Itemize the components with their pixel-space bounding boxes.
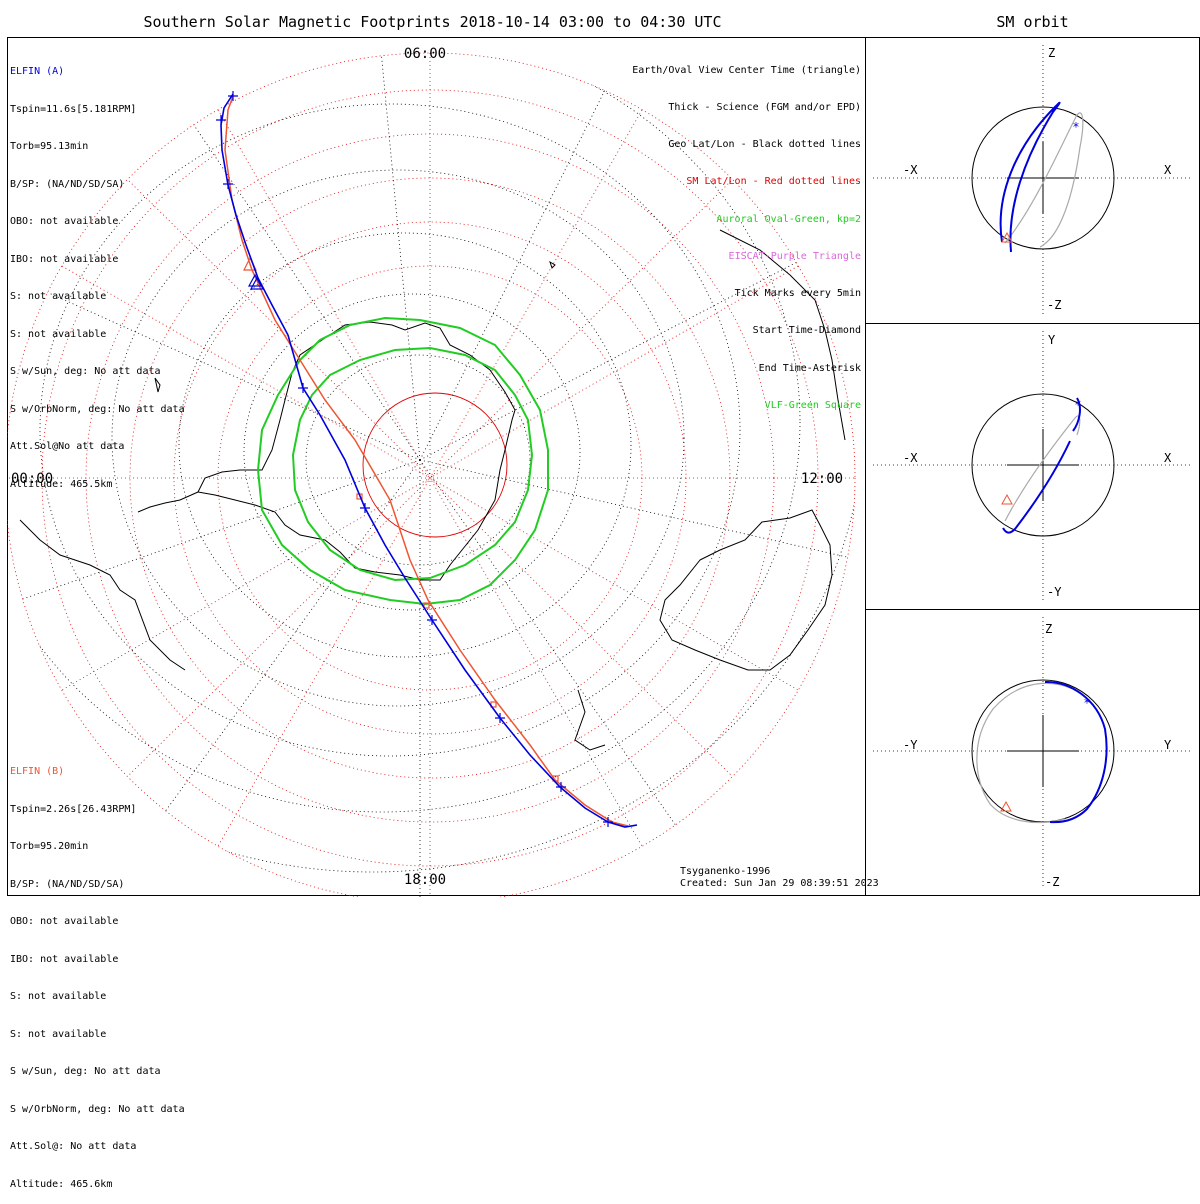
axis-label-top: Y bbox=[1048, 333, 1056, 347]
auroral-ovals bbox=[256, 316, 549, 606]
elfin-a-line: Att.Sol@No att data bbox=[10, 441, 125, 452]
orbit-b-path bbox=[1004, 415, 1081, 522]
legend-entry: Earth/Oval View Center Time (triangle) bbox=[632, 64, 861, 76]
auroral-oval-inner bbox=[291, 346, 534, 582]
orbit-b-path bbox=[976, 682, 1074, 824]
orbit-plot-yz: * Z -Z -Y Y bbox=[873, 617, 1192, 889]
coastlines bbox=[19, 229, 846, 751]
time-label-bottom: 18:00 bbox=[404, 872, 446, 888]
elfin-b-line: Torb=95.20min bbox=[10, 841, 89, 852]
elfin-a-line: S w/Sun, deg: No att data bbox=[10, 366, 161, 377]
elfin-b-line: IBO: not available bbox=[10, 953, 119, 965]
orbit-b-marker bbox=[1001, 231, 1013, 243]
elfin-b-line: Altitude: 465.6km bbox=[10, 1178, 113, 1190]
elfin-a-line: Torb=95.13min bbox=[10, 141, 89, 152]
elfin-a-line: OBO: not available bbox=[10, 216, 119, 227]
antarctic-peninsula bbox=[137, 491, 199, 513]
axis-label-left: -X bbox=[903, 451, 918, 465]
time-label-top: 06:00 bbox=[404, 46, 446, 62]
orbit-plot-xz: * Z -Z -X X bbox=[873, 45, 1192, 315]
orbit-panel-title: SM orbit bbox=[996, 13, 1069, 31]
elfin-b-info: ELFIN (B) Tspin=2.26s[26.43RPM] Torb=95.… bbox=[10, 741, 185, 1204]
elfin-a-ticks bbox=[216, 91, 613, 827]
south-america-coast bbox=[19, 519, 186, 671]
axis-label-right: X bbox=[1164, 451, 1172, 465]
elfin-a-line: S: not available bbox=[10, 328, 107, 340]
legend-entry: Auroral Oval-Green, kp=2 bbox=[716, 213, 862, 225]
sm-grid bbox=[7, 53, 855, 897]
orbit-a-path bbox=[1002, 397, 1081, 534]
orbit-end-asterisk: * bbox=[1083, 696, 1090, 710]
axis-label-right: Y bbox=[1164, 738, 1172, 752]
auroral-oval-outer bbox=[256, 316, 549, 606]
elfin-a-line: S w/OrbNorm, deg: No att data bbox=[10, 403, 185, 415]
legend-entry: EISCAT-Purple Triangle bbox=[728, 250, 861, 262]
antarctica-coast bbox=[197, 321, 516, 581]
elfin-b-line: OBO: not available bbox=[10, 916, 119, 927]
orbit-b-marker bbox=[1001, 493, 1013, 505]
elfin-b-markers bbox=[243, 256, 559, 782]
legend: Earth/Oval View Center Time (triangle) T… bbox=[632, 40, 861, 425]
legend-entry: SM Lat/Lon - Red dotted lines bbox=[686, 176, 861, 188]
axis-label-bottom: -Z bbox=[1047, 298, 1061, 312]
elfin-b-line: S: not available bbox=[10, 1028, 107, 1040]
orbit-a-path bbox=[1044, 680, 1108, 824]
elfin-a-track bbox=[220, 93, 638, 828]
legend-entry: End Time-Asterisk bbox=[758, 362, 861, 374]
page-title: Southern Solar Magnetic Footprints 2018-… bbox=[143, 13, 722, 31]
elfin-b-line: S: not available bbox=[10, 991, 107, 1002]
orbit-end-asterisk: * bbox=[1074, 398, 1081, 412]
axis-label-left: -X bbox=[903, 163, 918, 177]
elfin-b-line: S w/OrbNorm, deg: No att data bbox=[10, 1103, 185, 1115]
elfin-a-name: ELFIN (A) bbox=[10, 66, 65, 77]
axis-label-left: -Y bbox=[903, 738, 918, 752]
time-label-left: 00:00 bbox=[11, 471, 53, 487]
axis-label-right: X bbox=[1164, 163, 1172, 177]
elfin-a-line: S: not available bbox=[10, 291, 107, 302]
elfin-a-line: Altitude: 465.5km bbox=[10, 478, 113, 490]
australia-coast bbox=[659, 509, 833, 671]
geo-grid bbox=[7, 53, 855, 897]
legend-entry: VLF-Green Square bbox=[764, 399, 861, 411]
elfin-a-line: B/SP: (NA/ND/SD/SA) bbox=[10, 178, 125, 190]
elfin-a-info: ELFIN (A) Tspin=11.6s[5.181RPM] Torb=95.… bbox=[10, 41, 185, 504]
orbit-a-path bbox=[999, 101, 1061, 253]
orbit-end-asterisk: * bbox=[1072, 120, 1079, 134]
island-2 bbox=[549, 260, 556, 269]
time-label-right: 12:00 bbox=[801, 471, 843, 487]
orbit-b-path bbox=[1004, 112, 1084, 248]
elfin-a-line: IBO: not available bbox=[10, 253, 119, 265]
elfin-b-line: Tspin=2.26s[26.43RPM] bbox=[10, 803, 137, 815]
model-label: Tsyganenko-1996 bbox=[680, 866, 771, 877]
elfin-a-line: Tspin=11.6s[5.181RPM] bbox=[10, 103, 137, 115]
orbit-b-marker bbox=[1000, 800, 1012, 812]
new-zealand-coast bbox=[574, 689, 606, 751]
map-boundary bbox=[7, 52, 856, 897]
africa-coast bbox=[719, 229, 846, 441]
created-label: Created: Sun Jan 29 08:39:51 2023 bbox=[680, 878, 879, 889]
island-1 bbox=[154, 377, 161, 393]
orbit-plot-xy: * Y -Y -X X bbox=[873, 331, 1192, 601]
elfin-b-line: S w/Sun, deg: No att data bbox=[10, 1066, 161, 1077]
axis-label-bottom: -Z bbox=[1045, 875, 1059, 889]
sm-pole-circle bbox=[362, 392, 508, 538]
legend-entry: Start Time-Diamond bbox=[752, 325, 861, 337]
axis-label-bottom: -Y bbox=[1047, 585, 1062, 599]
legend-entry: Tick Marks every 5min bbox=[734, 288, 861, 300]
footprint-map: 06:00 00:00 12:00 18:00 bbox=[7, 46, 856, 897]
axis-label-top: Z bbox=[1048, 46, 1055, 60]
elfin-b-line: Att.Sol@: No att data bbox=[10, 1141, 137, 1152]
elfin-b-line: B/SP: (NA/ND/SD/SA) bbox=[10, 878, 125, 890]
legend-entry: Geo Lat/Lon - Black dotted lines bbox=[668, 139, 861, 151]
legend-entry: Thick - Science (FGM and/or EPD) bbox=[668, 102, 861, 114]
axis-label-top: Z bbox=[1045, 622, 1052, 636]
elfin-b-name: ELFIN (B) bbox=[10, 766, 65, 777]
